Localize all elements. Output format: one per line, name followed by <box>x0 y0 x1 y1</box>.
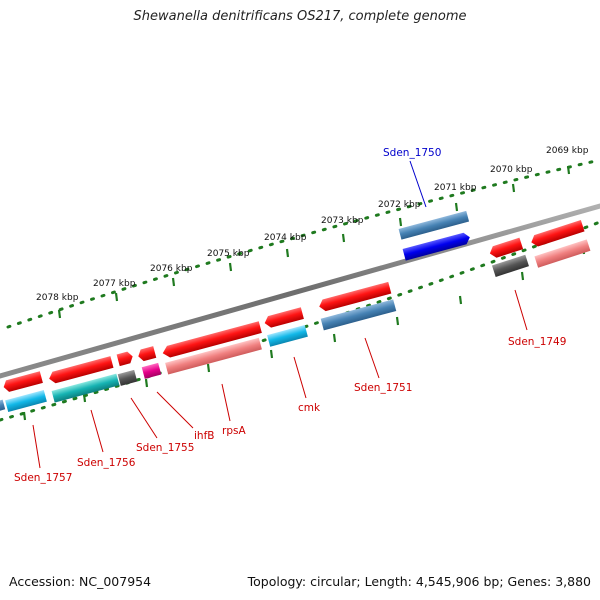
scale-label: 2071 kbp <box>434 183 477 193</box>
callout-sden-1750 <box>409 160 427 208</box>
label-cmk[interactable]: cmk <box>298 402 321 414</box>
callout-lines <box>32 160 528 469</box>
map-title: Shewanella denitrificans OS217, complete… <box>133 9 467 24</box>
feature-sden-1749-cds[interactable] <box>488 237 524 260</box>
scale-labels: 2069 kbp 2070 kbp 2071 kbp 2072 kbp 2073… <box>36 146 589 303</box>
scale-label: 2069 kbp <box>546 146 589 156</box>
genome-backbone <box>0 203 600 379</box>
outer-major-ticks <box>57 165 571 319</box>
feature-sden-1755-gene[interactable] <box>141 362 162 379</box>
feature-right-gene[interactable] <box>534 239 591 268</box>
callout-rpsa <box>221 383 231 422</box>
label-rpsa[interactable]: rpsA <box>222 425 246 437</box>
accession-text: Accession: NC_007954 <box>9 574 152 589</box>
feature-sden-1757-gene[interactable] <box>5 390 47 412</box>
label-sden-1749[interactable]: Sden_1749 <box>508 336 566 348</box>
callout-cmk <box>293 356 307 399</box>
feature-cmk-cds[interactable] <box>263 307 304 329</box>
scale-label: 2073 kbp <box>321 216 364 226</box>
scale-label: 2075 kbp <box>207 249 250 259</box>
scale-label: 2072 kbp <box>378 200 421 210</box>
feature-sden-1751-cds[interactable] <box>318 281 392 312</box>
outer-scale-track <box>6 158 600 329</box>
feature-sden-1756-gene-tail[interactable] <box>117 369 138 386</box>
label-sden-1750[interactable]: Sden_1750 <box>383 147 441 159</box>
feature-sden-1757-cds[interactable] <box>2 371 43 393</box>
callout-sden-1751 <box>364 337 380 379</box>
gene-labels: Sden_1750 Sden_1749 Sden_1751 cmk rpsA i… <box>14 147 566 484</box>
feature-sden-1756-cds-right[interactable] <box>116 351 135 367</box>
feature-sden-1750-gene[interactable] <box>398 210 470 240</box>
scale-label: 2074 kbp <box>264 233 307 243</box>
genome-summary-text: Topology: circular; Length: 4,545,906 bp… <box>247 574 591 589</box>
scale-label: 2076 kbp <box>150 264 193 274</box>
scale-label: 2078 kbp <box>36 293 79 303</box>
label-sden-1757[interactable]: Sden_1757 <box>14 472 72 484</box>
callout-sden-1756 <box>90 409 104 453</box>
callout-ihfb <box>156 391 194 429</box>
feature-sden-1750-cds[interactable] <box>402 231 472 261</box>
label-sden-1751[interactable]: Sden_1751 <box>354 382 412 394</box>
feature-rpsa-cds[interactable] <box>161 321 262 359</box>
scale-label: 2077 kbp <box>93 279 136 289</box>
feature-sden-1756-cds[interactable] <box>48 356 114 384</box>
callout-sden-1755 <box>130 397 158 439</box>
scale-label: 2070 kbp <box>490 165 533 175</box>
feature-right-cds[interactable] <box>529 219 585 248</box>
feature-sden-1756-gene[interactable] <box>51 373 120 403</box>
label-sden-1756[interactable]: Sden_1756 <box>77 457 136 469</box>
label-ihfb[interactable]: ihfB <box>194 430 214 442</box>
callout-sden-1749 <box>514 289 528 331</box>
feature-sden-1751-gene[interactable] <box>320 299 397 331</box>
feature-sden-1749-gene[interactable] <box>491 254 529 277</box>
callout-sden-1757 <box>32 424 41 469</box>
feature-left-edge-gene[interactable] <box>0 399 6 412</box>
feature-cmk-gene[interactable] <box>267 325 308 347</box>
label-sden-1755[interactable]: Sden_1755 <box>136 442 194 454</box>
feature-rpsa-gene[interactable] <box>165 337 262 375</box>
feature-ihfb-cds[interactable] <box>137 346 157 362</box>
